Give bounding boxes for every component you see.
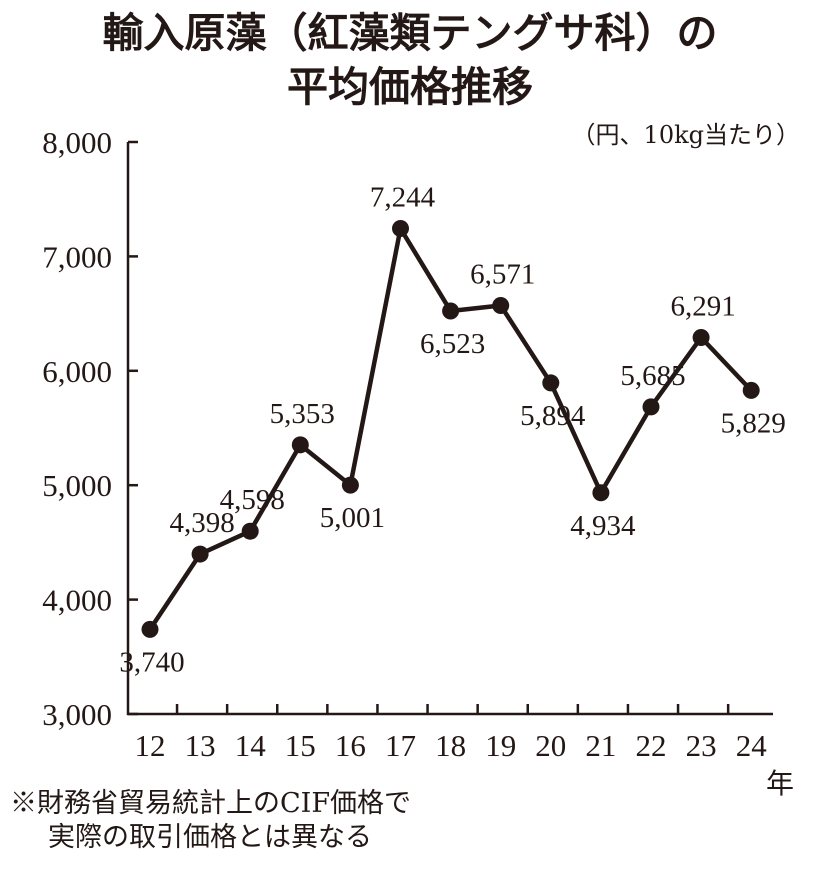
x-tick-label: 22 [636,728,667,763]
data-label: 6,291 [670,291,735,323]
data-label: 4,598 [220,484,285,516]
data-point [542,374,560,392]
y-tick-label: 5,000 [42,468,112,503]
y-tick-label: 7,000 [42,239,112,274]
data-label: 6,571 [470,258,535,290]
x-tick-label: 16 [335,728,366,763]
x-tick-label: 19 [485,728,516,763]
data-point [692,329,710,347]
x-tick-label: 24 [736,728,768,763]
y-tick-label: 3,000 [42,697,112,732]
data-point [492,296,510,314]
x-tick-label: 14 [235,728,267,763]
data-point [592,484,610,502]
footnote-line1: ※財務省貿易統計上のCIF価格で [10,788,412,819]
y-tick-label: 8,000 [42,125,112,160]
y-tick-label: 6,000 [42,354,112,389]
x-tick-label: 12 [135,728,166,763]
x-tick-label: 18 [435,728,466,763]
unit-label: （円、10kg当たり） [571,121,800,149]
data-point [392,219,409,237]
x-tick-label: 23 [686,728,717,763]
x-tick-label: 13 [185,728,216,763]
footnote-line2: 実際の取引価格とは異なる [48,822,372,853]
x-tick-label: 15 [285,728,316,763]
y-tick-label: 4,000 [42,583,112,618]
series-line [148,226,753,631]
chart-title-line2: 平均価格推移 [287,63,533,111]
data-label: 7,244 [370,181,436,213]
chart-title-line1: 輸入原藻（紅藻類テングサ科）の [102,9,718,57]
data-point [191,545,209,563]
data-label: 4,398 [169,507,234,539]
x-tick-label: 17 [385,728,416,763]
data-label: 5,353 [270,398,335,430]
x-axis-unit: 年 [766,767,795,800]
data-label: 4,934 [570,510,636,542]
data-point [642,398,660,416]
data-point [241,522,259,540]
data-point [742,381,760,399]
data-label: 5,685 [620,360,685,392]
data-label: 6,523 [420,328,485,360]
data-point [341,476,359,494]
data-label: 5,001 [320,502,385,534]
data-label: 5,829 [721,407,786,439]
x-tick-label: 20 [535,728,566,763]
data-point [291,436,309,454]
data-label: 5,894 [520,400,586,432]
data-label: 3,740 [119,646,184,678]
data-point [442,302,460,320]
data-point [141,620,159,638]
x-tick-label: 21 [585,728,616,763]
